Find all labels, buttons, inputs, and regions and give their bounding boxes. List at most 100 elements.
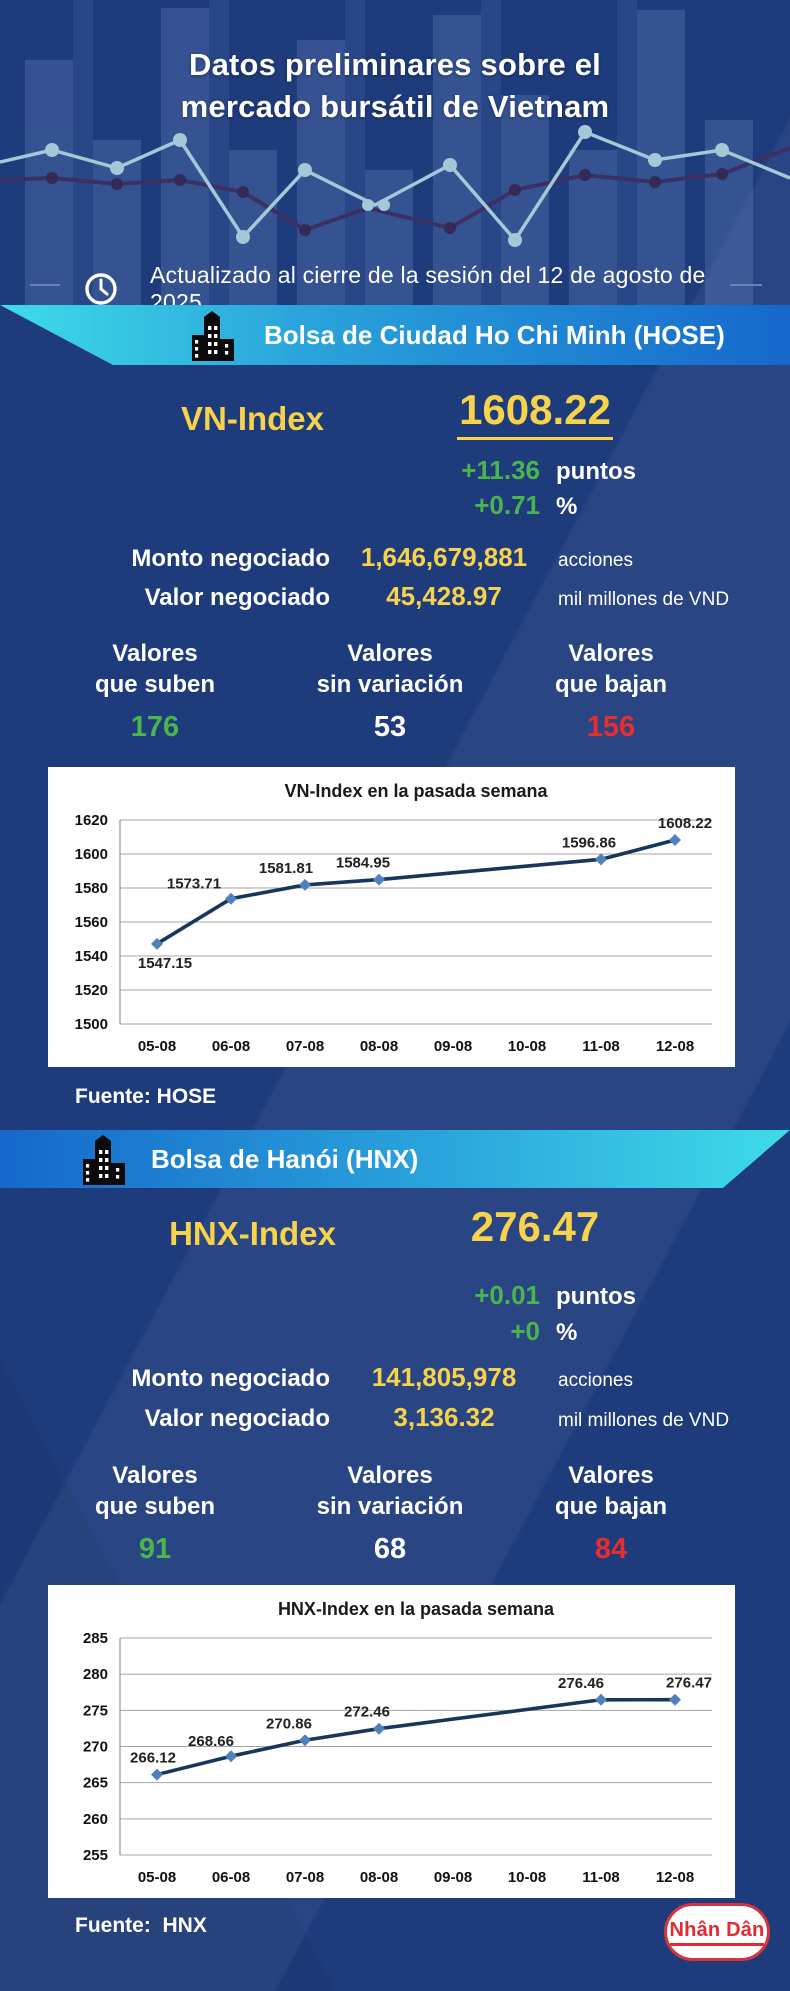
hnx-band-title: Bolsa de Hanói (HNX) [151,1143,419,1174]
nhandan-logo-text: Nhân Dân [669,1919,765,1946]
svg-text:06-08: 06-08 [212,1869,250,1886]
breadth-label: Valores sin variación [316,1462,464,1520]
hnx-advancers-value: 91 [138,1533,172,1565]
breadth-label: Valores sin variación [316,640,464,698]
svg-text:265: 265 [83,1775,108,1792]
hnx-volume-unit: acciones [558,1370,633,1391]
hose-value-label: Valor negociado [144,584,330,611]
vn-index-week-chart: VN-Index en la pasada semana 1620 1600 1580… [48,767,735,1067]
hose-change-points-row: +11.36 puntos [420,455,636,486]
hnx-source: Fuente: HNX [75,1914,207,1937]
hose-volume-label: Monto negociado [131,545,330,572]
updated-text: Actualizado al cierre de la sesión del 1… [150,262,706,315]
nhandan-logo: Nhân Dân [664,1903,770,1961]
hose-volume-value: 1,646,679,881 [360,542,528,572]
hose-change-points-value: +11.36 [461,455,540,485]
svg-text:1547.15: 1547.15 [138,955,192,972]
svg-text:1560: 1560 [75,914,108,931]
hnx-breadth-decliners: Valores que bajan 84 [511,1460,711,1566]
svg-text:270.86: 270.86 [266,1715,312,1732]
svg-text:276.47: 276.47 [666,1675,712,1692]
hnx-index-label: HNX-Index [169,1215,336,1252]
svg-text:HNX-Index en la pasada semana: HNX-Index en la pasada semana [278,1599,555,1619]
building-icon [192,311,234,361]
svg-text:11-08: 11-08 [582,1038,620,1055]
hnx-value-row: Valor negociado 3,136.32 mil millones de… [0,1402,790,1433]
hnx-volume-value: 141,805,978 [371,1362,517,1392]
svg-text:10-08: 10-08 [508,1038,546,1055]
svg-text:275: 275 [83,1702,108,1719]
hnx-volume-label: Monto negociado [131,1365,330,1392]
svg-text:05-08: 05-08 [138,1038,176,1055]
svg-text:266.12: 266.12 [130,1750,176,1767]
hose-decliners-value: 156 [586,711,636,743]
svg-text:08-08: 08-08 [360,1038,398,1055]
svg-text:280: 280 [83,1666,108,1683]
hnx-change-percent-row: +0 % [420,1316,577,1347]
svg-text:1608.22: 1608.22 [658,815,712,832]
svg-text:272.46: 272.46 [344,1704,390,1721]
hose-volume-row: Monto negociado 1,646,679,881 acciones [0,542,790,573]
hose-band: Bolsa de Ciudad Ho Chi Minh (HOSE) [0,305,790,365]
hnx-volume-row: Monto negociado 141,805,978 acciones [0,1362,790,1393]
svg-text:07-08: 07-08 [286,1869,324,1886]
breadth-label: Valores que bajan [554,640,668,698]
hnx-change-points-row: +0.01 puntos [420,1280,636,1311]
breadth-label: Valores que suben [94,640,215,698]
hose-change-percent-unit: % [556,493,578,520]
svg-text:VN-Index en la pasada semana: VN-Index en la pasada semana [284,781,548,801]
svg-text:12-08: 12-08 [656,1038,694,1055]
svg-text:1580: 1580 [75,880,108,897]
svg-text:285: 285 [83,1630,108,1647]
svg-text:268.66: 268.66 [188,1733,234,1750]
hose-value-value: 45,428.97 [386,581,502,611]
svg-text:1573.71: 1573.71 [167,876,221,893]
svg-text:260: 260 [83,1811,108,1828]
hose-value-row: Valor negociado 45,428.97 mil millones d… [0,581,790,612]
svg-text:08-08: 08-08 [360,1869,398,1886]
hnx-decliners-value: 84 [594,1533,628,1565]
hose-change-percent-value: +0.71 [474,490,540,520]
hose-index-value-text: 1608.22 [457,386,613,440]
hnx-band: Bolsa de Hanói (HNX) [0,1130,790,1188]
svg-text:10-08: 10-08 [508,1869,546,1886]
svg-text:1596.86: 1596.86 [562,834,616,851]
svg-text:1600: 1600 [75,846,108,863]
page-title-line1: Datos preliminares sobre el [188,47,601,82]
hnx-breadth-unchanged: Valores sin variación 68 [290,1460,490,1566]
hnx-value-label: Valor negociado [144,1405,330,1432]
updated-row: Actualizado al cierre de la sesión del 1… [84,262,764,316]
hose-value-unit: mil millones de VND [558,589,730,610]
svg-text:1584.95: 1584.95 [336,855,390,872]
hose-source: Fuente: HOSE [75,1085,217,1108]
hose-index-value: 1608.22 [430,386,640,440]
hnx-change-percent-value: +0 [510,1316,540,1346]
svg-text:12-08: 12-08 [656,1869,694,1886]
hnx-change-points-value: +0.01 [474,1280,540,1310]
svg-text:09-08: 09-08 [434,1869,472,1886]
svg-text:276.46: 276.46 [558,1675,604,1692]
hose-breadth-advancers: Valores que suben 176 [55,638,255,744]
hose-unchanged-value: 53 [373,711,407,743]
hnx-index-week-chart: HNX-Index en la pasada semana 285 280 275 27… [48,1585,735,1898]
hose-breadth-decliners: Valores que bajan 156 [511,638,711,744]
svg-text:1540: 1540 [75,948,108,965]
svg-text:09-08: 09-08 [434,1038,472,1055]
hnx-unchanged-value: 68 [373,1533,407,1565]
svg-text:270: 270 [83,1739,108,1756]
hnx-index-value: 276.47 [430,1203,640,1251]
clock-icon [85,273,117,305]
hose-advancers-value: 176 [130,711,180,743]
hose-index-label: VN-Index [180,400,325,437]
svg-text:1581.81: 1581.81 [259,860,313,877]
breadth-label: Valores que suben [94,1462,215,1520]
hnx-change-percent-unit: % [556,1319,578,1346]
svg-text:11-08: 11-08 [582,1869,620,1886]
hose-breadth-unchanged: Valores sin variación 53 [290,638,490,744]
hnx-change-points-unit: puntos [556,1283,636,1310]
svg-text:07-08: 07-08 [286,1038,324,1055]
page-title-line2: mercado bursátil de Vietnam [180,89,610,124]
svg-text:1520: 1520 [75,982,108,999]
svg-text:1620: 1620 [75,812,108,829]
